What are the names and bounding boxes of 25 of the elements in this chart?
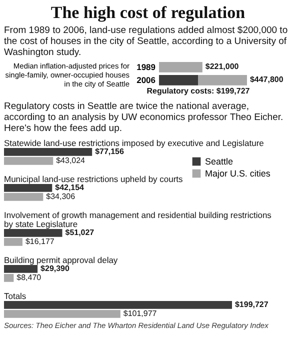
total-label: $447,800 [250,75,284,84]
data-label: $34,306 [46,192,76,202]
legend-label: Major U.S. cities [204,168,271,179]
data-label: $43,024 [56,156,86,166]
total-label: $221,000 [205,62,240,72]
y-tick-label: 2006 [136,75,156,86]
chart-title: The high cost of regulation [50,3,246,23]
y-tick-label: Involvement of growth management and residential building restrictions by state Legislature [4,210,272,230]
y-tick-label: Municipal land-use restrictions upheld by courts [4,174,183,184]
chart-subtitle: From 1989 to 2006, land-use regulations added almost $200,000 to the cost of houses in the city of Seattle, according to a University of Washington study. [4,25,289,58]
legend-label: Seattle [204,156,233,167]
y-tick-label: Totals [4,291,26,302]
data-label: $29,390 [40,264,70,274]
chart-subtitle: Regulatory costs in Seattle are twice the national average, according to an analysis by UW economics professor Theo Eicher. Here's how the fees add up. [4,101,284,134]
data-label: $16,177 [25,237,55,246]
y-tick-label: Building permit approval delay [4,255,118,266]
data-label: Regulatory costs: $199,727 [146,86,250,96]
data-label: $199,727 [234,300,269,310]
y-tick-label: 1989 [136,62,156,72]
data-label: $101,977 [123,309,158,318]
data-label: $51,027 [65,228,95,238]
y-tick-label: Statewide land-use restrictions imposed by executive and Legislature [4,138,264,148]
data-label: $8,470 [16,273,42,282]
data-label: $42,154 [55,183,85,192]
data-label: $77,156 [95,147,124,156]
